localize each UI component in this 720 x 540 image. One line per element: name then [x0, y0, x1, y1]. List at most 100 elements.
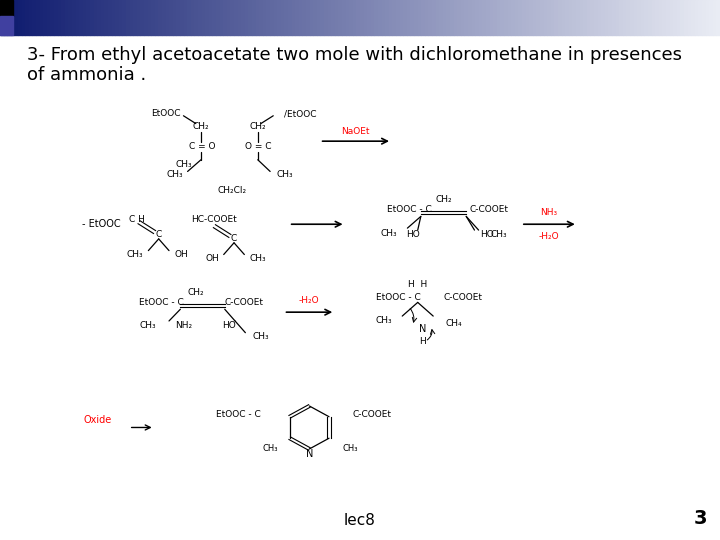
- Bar: [634, 0, 637, 35]
- Bar: [331, 0, 335, 35]
- Bar: [518, 0, 522, 35]
- Text: CH₂Cl₂: CH₂Cl₂: [217, 186, 246, 194]
- Bar: [425, 0, 428, 35]
- Bar: [184, 0, 187, 35]
- Bar: [7, 0, 11, 35]
- Bar: [86, 0, 90, 35]
- Bar: [180, 0, 184, 35]
- Text: EtOOC - C: EtOOC - C: [377, 293, 421, 302]
- Bar: [18, 0, 22, 35]
- Bar: [238, 0, 241, 35]
- Bar: [580, 0, 583, 35]
- Bar: [526, 0, 529, 35]
- Text: HO: HO: [480, 231, 493, 239]
- Bar: [101, 0, 104, 35]
- Bar: [94, 0, 97, 35]
- Bar: [511, 0, 515, 35]
- Bar: [439, 0, 443, 35]
- Bar: [83, 0, 86, 35]
- Bar: [612, 0, 616, 35]
- Text: HO: HO: [405, 231, 420, 239]
- Bar: [576, 0, 580, 35]
- Bar: [389, 0, 392, 35]
- Bar: [126, 0, 130, 35]
- Text: CH₂: CH₂: [435, 195, 452, 204]
- Bar: [554, 0, 558, 35]
- Bar: [684, 0, 688, 35]
- Bar: [166, 0, 169, 35]
- Text: EtOOC: EtOOC: [151, 109, 181, 118]
- Bar: [450, 0, 454, 35]
- Bar: [616, 0, 619, 35]
- Bar: [637, 0, 641, 35]
- Text: C-COOEt: C-COOEt: [444, 293, 482, 302]
- Text: CH₃: CH₃: [343, 444, 358, 454]
- Bar: [90, 0, 94, 35]
- Bar: [407, 0, 410, 35]
- Bar: [324, 0, 328, 35]
- Bar: [270, 0, 274, 35]
- Bar: [680, 0, 684, 35]
- Bar: [605, 0, 608, 35]
- Bar: [648, 0, 652, 35]
- Bar: [220, 0, 223, 35]
- Bar: [461, 0, 464, 35]
- Text: C: C: [156, 231, 162, 239]
- Text: HC-COOEt: HC-COOEt: [192, 215, 238, 224]
- Bar: [709, 0, 713, 35]
- Text: CH₃: CH₃: [253, 332, 269, 341]
- Bar: [706, 0, 709, 35]
- Bar: [169, 0, 173, 35]
- Bar: [306, 0, 310, 35]
- Bar: [558, 0, 562, 35]
- Bar: [623, 0, 626, 35]
- Bar: [173, 0, 176, 35]
- Text: CH₃: CH₃: [491, 231, 508, 239]
- Bar: [547, 0, 551, 35]
- Bar: [504, 0, 508, 35]
- Bar: [14, 0, 18, 35]
- Bar: [72, 0, 76, 35]
- Text: CH₄: CH₄: [446, 319, 462, 328]
- Bar: [479, 0, 482, 35]
- Bar: [256, 0, 259, 35]
- Bar: [698, 0, 702, 35]
- Text: 3- From ethyl acetoacetate two mole with dichloromethane in presences: 3- From ethyl acetoacetate two mole with…: [27, 46, 683, 64]
- Text: C = O: C = O: [189, 141, 215, 151]
- Bar: [144, 0, 148, 35]
- Text: CH₃: CH₃: [140, 321, 157, 330]
- Bar: [630, 0, 634, 35]
- Bar: [245, 0, 248, 35]
- Bar: [320, 0, 324, 35]
- Bar: [367, 0, 371, 35]
- Bar: [565, 0, 569, 35]
- Bar: [454, 0, 457, 35]
- Bar: [688, 0, 691, 35]
- Bar: [50, 0, 54, 35]
- Bar: [662, 0, 666, 35]
- Bar: [619, 0, 623, 35]
- Bar: [119, 0, 122, 35]
- Bar: [335, 0, 338, 35]
- Bar: [396, 0, 400, 35]
- Bar: [11, 0, 14, 35]
- Bar: [338, 0, 342, 35]
- Bar: [328, 0, 331, 35]
- Bar: [209, 0, 212, 35]
- Text: C-COOEt: C-COOEt: [225, 298, 264, 307]
- Bar: [223, 0, 227, 35]
- Bar: [371, 0, 374, 35]
- Bar: [562, 0, 565, 35]
- Bar: [266, 0, 270, 35]
- Bar: [277, 0, 281, 35]
- Bar: [551, 0, 554, 35]
- Bar: [310, 0, 313, 35]
- Text: - EtOOC: - EtOOC: [82, 219, 121, 229]
- Bar: [288, 0, 292, 35]
- Text: NaOEt: NaOEt: [341, 127, 370, 136]
- Bar: [205, 0, 209, 35]
- Bar: [493, 0, 497, 35]
- Bar: [464, 0, 468, 35]
- Bar: [227, 0, 230, 35]
- Bar: [148, 0, 151, 35]
